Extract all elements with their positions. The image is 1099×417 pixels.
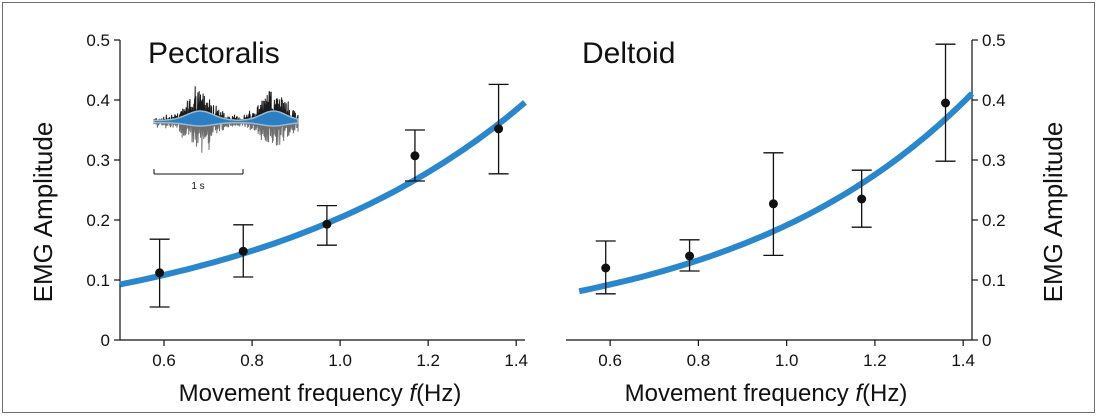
y-tick-label: 0.2: [86, 211, 110, 230]
axes-right: 0.6 0.8 1.0 1.2 1.4 0 0.1 0.2 0.3 0.4 0.5: [566, 31, 1006, 370]
y-tick-label: 0.4: [86, 91, 110, 110]
fit-curve-right: [578, 91, 975, 295]
y-tick-label: 0.4: [982, 91, 1006, 110]
x-axis-title-prefix: Movement frequency: [179, 380, 410, 407]
x-tick-label: 1.4: [951, 351, 975, 370]
data-point: [238, 246, 248, 256]
inset-scalebar-label: 1 s: [191, 181, 204, 192]
x-tick-label: 1.2: [863, 351, 887, 370]
data-point: [322, 219, 332, 229]
data-point: [941, 98, 951, 108]
x-axis-title-left: Movement frequency f(Hz): [179, 380, 462, 407]
y-tick-label: 0.1: [982, 271, 1006, 290]
x-axis-title-suffix: (Hz): [862, 380, 907, 407]
panel-pectoralis: Pectoralis EMG Amplitude Movement freque…: [28, 31, 528, 407]
data-point: [768, 199, 778, 209]
y-tick-label: 0.3: [86, 151, 110, 170]
axes-left: 0.6 0.8 1.0 1.2 1.4 0 0.1 0.2 0.3 0.4 0.5: [86, 31, 528, 370]
data-point: [494, 124, 504, 134]
fit-curve: [578, 91, 975, 295]
data-point: [155, 268, 165, 278]
y-tick-label: 0.3: [982, 151, 1006, 170]
data-point: [410, 151, 420, 161]
x-tick-label: 0.8: [240, 351, 264, 370]
y-axis-title-right: EMG Amplitude: [1038, 122, 1068, 303]
data-points-right: [595, 43, 956, 295]
x-tick-label: 0.6: [152, 351, 176, 370]
x-tick-label: 0.6: [598, 351, 622, 370]
x-tick-label: 1.0: [328, 351, 352, 370]
inset-envelope: [153, 110, 299, 127]
x-axis-title-suffix: (Hz): [416, 380, 461, 407]
y-tick-label: 0.2: [982, 211, 1006, 230]
x-axis-title-var: f: [409, 380, 418, 407]
y-tick-label: 0.5: [86, 31, 110, 50]
panel-title-deltoid: Deltoid: [582, 37, 675, 70]
panel-deltoid: Deltoid EMG Amplitude Movement frequency…: [566, 31, 1068, 407]
data-points-left: [149, 83, 509, 308]
x-tick-label: 1.0: [775, 351, 799, 370]
data-point: [601, 263, 611, 273]
y-tick-label: 0: [982, 331, 991, 350]
x-tick-label: 0.8: [687, 351, 711, 370]
x-axis-title-var: f: [855, 380, 864, 407]
data-point: [685, 251, 695, 261]
x-axis-title-prefix: Movement frequency: [625, 380, 856, 407]
y-axis-title-left: EMG Amplitude: [28, 122, 58, 303]
emg-trace-inset: 1 s: [153, 86, 299, 192]
x-tick-label: 1.4: [504, 351, 528, 370]
x-axis-title-right: Movement frequency f(Hz): [625, 380, 908, 407]
y-tick-label: 0.1: [86, 271, 110, 290]
y-tick-label: 0: [101, 331, 110, 350]
x-tick-label: 1.2: [416, 351, 440, 370]
y-tick-label: 0.5: [982, 31, 1006, 50]
data-point: [857, 194, 867, 204]
panel-title-pectoralis: Pectoralis: [148, 37, 280, 70]
